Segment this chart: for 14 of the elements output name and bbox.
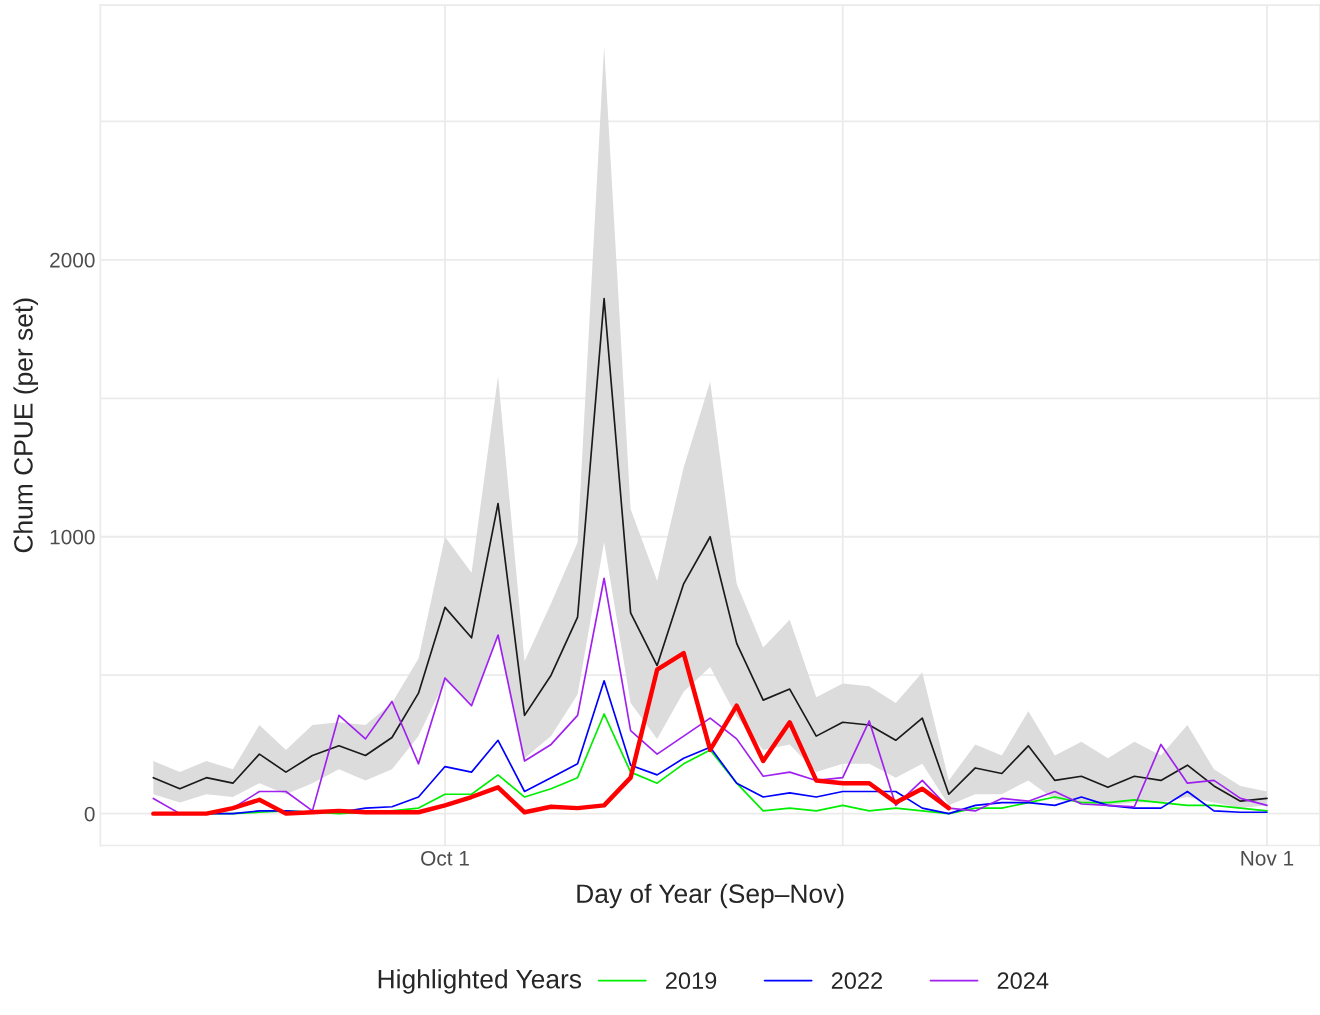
legend-label: 2019	[665, 972, 717, 990]
x-tick-label: Oct 1	[421, 850, 469, 866]
line-series	[151, 650, 952, 816]
legend-label: 2022	[831, 972, 882, 990]
y-axis-title: Chum CPUE (per set)	[13, 298, 39, 553]
line-series	[152, 297, 1268, 803]
y-tick-label: 0	[84, 806, 95, 822]
legend-label: 2024	[997, 972, 1049, 990]
y-tick-label: 1000	[50, 529, 95, 545]
x-axis-title: Day of Year (Sep–Nov)	[577, 883, 844, 909]
line-series	[152, 577, 1268, 815]
legend-title: Highlighted Years	[378, 969, 582, 994]
x-tick-label: Nov 1	[1241, 851, 1294, 866]
y-tick-label: 2000	[50, 252, 95, 268]
